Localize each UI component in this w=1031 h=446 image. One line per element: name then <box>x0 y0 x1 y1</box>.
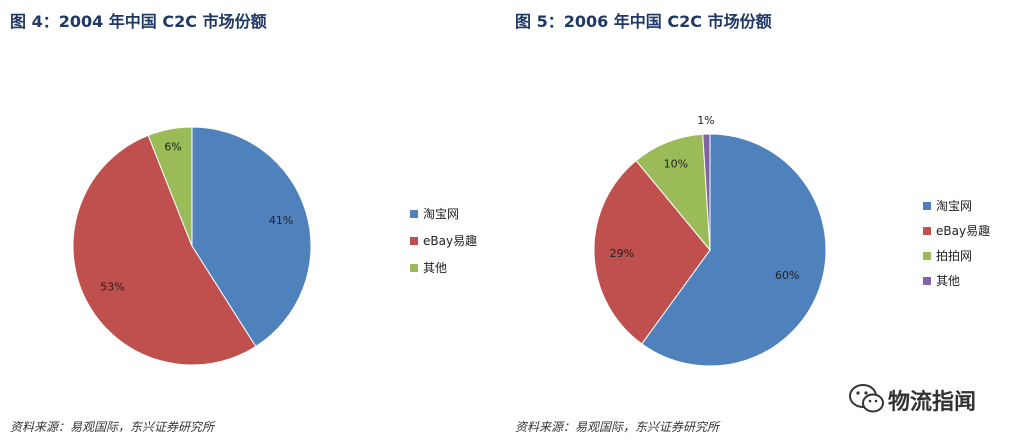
wechat-icon <box>849 384 884 413</box>
legend-label: eBay易趣 <box>423 233 477 248</box>
slice-data-label: 10% <box>664 158 688 171</box>
pie-slice <box>641 133 827 367</box>
chart-title: 图 4：2004 年中国 C2C 市场份额 <box>10 12 267 31</box>
legend-label: eBay易趣 <box>936 223 990 238</box>
chart-panel-2004: 图 4：2004 年中国 C2C 市场份额 41% 淘宝网 53% eBay易趣 6% 其… <box>0 0 515 446</box>
legend-swatch <box>410 210 418 218</box>
legend-label: 其他 <box>423 261 447 275</box>
legend-swatch <box>923 202 931 210</box>
legend-swatch <box>923 227 931 235</box>
slice-data-label: 60% <box>775 269 799 282</box>
chart-panel-2006: 图 5：2006 年中国 C2C 市场份额 60% 淘宝网 29% eBay易趣 10%… <box>515 0 1031 446</box>
pie-slice <box>147 126 193 247</box>
legend-swatch <box>923 252 931 260</box>
source-note: 资料来源：易观国际，东兴证券研究所 <box>515 420 720 434</box>
pie-slice <box>593 159 711 345</box>
pie-chart-2006: 60% 淘宝网 29% eBay易趣 10% 拍拍网 1% 其他 <box>593 114 990 367</box>
pie-slice <box>72 134 257 366</box>
pie-chart-2004: 41% 淘宝网 53% eBay易趣 6% 其他 <box>72 126 477 366</box>
slice-data-label: 6% <box>164 141 181 154</box>
watermark: 物流指闻 <box>848 382 1018 418</box>
slice-data-label: 1% <box>697 114 714 127</box>
legend-swatch <box>410 264 418 272</box>
chart-title: 图 5：2006 年中国 C2C 市场份额 <box>515 12 772 31</box>
legend-swatch <box>923 277 931 285</box>
watermark-text: 物流指闻 <box>888 390 977 415</box>
slice-data-label: 41% <box>269 214 293 227</box>
pie-slice <box>635 133 711 252</box>
slice-data-label: 53% <box>100 281 124 294</box>
slice-data-label: 29% <box>610 247 634 260</box>
legend-swatch <box>410 237 418 245</box>
pie-slice <box>702 133 711 251</box>
source-note: 资料来源：易观国际，东兴证券研究所 <box>10 420 215 434</box>
legend-label: 拍拍网 <box>936 248 972 263</box>
legend-label: 淘宝网 <box>423 207 459 221</box>
legend-label: 淘宝网 <box>936 199 972 213</box>
pie-slice <box>191 126 312 348</box>
legend-label: 其他 <box>936 274 960 288</box>
